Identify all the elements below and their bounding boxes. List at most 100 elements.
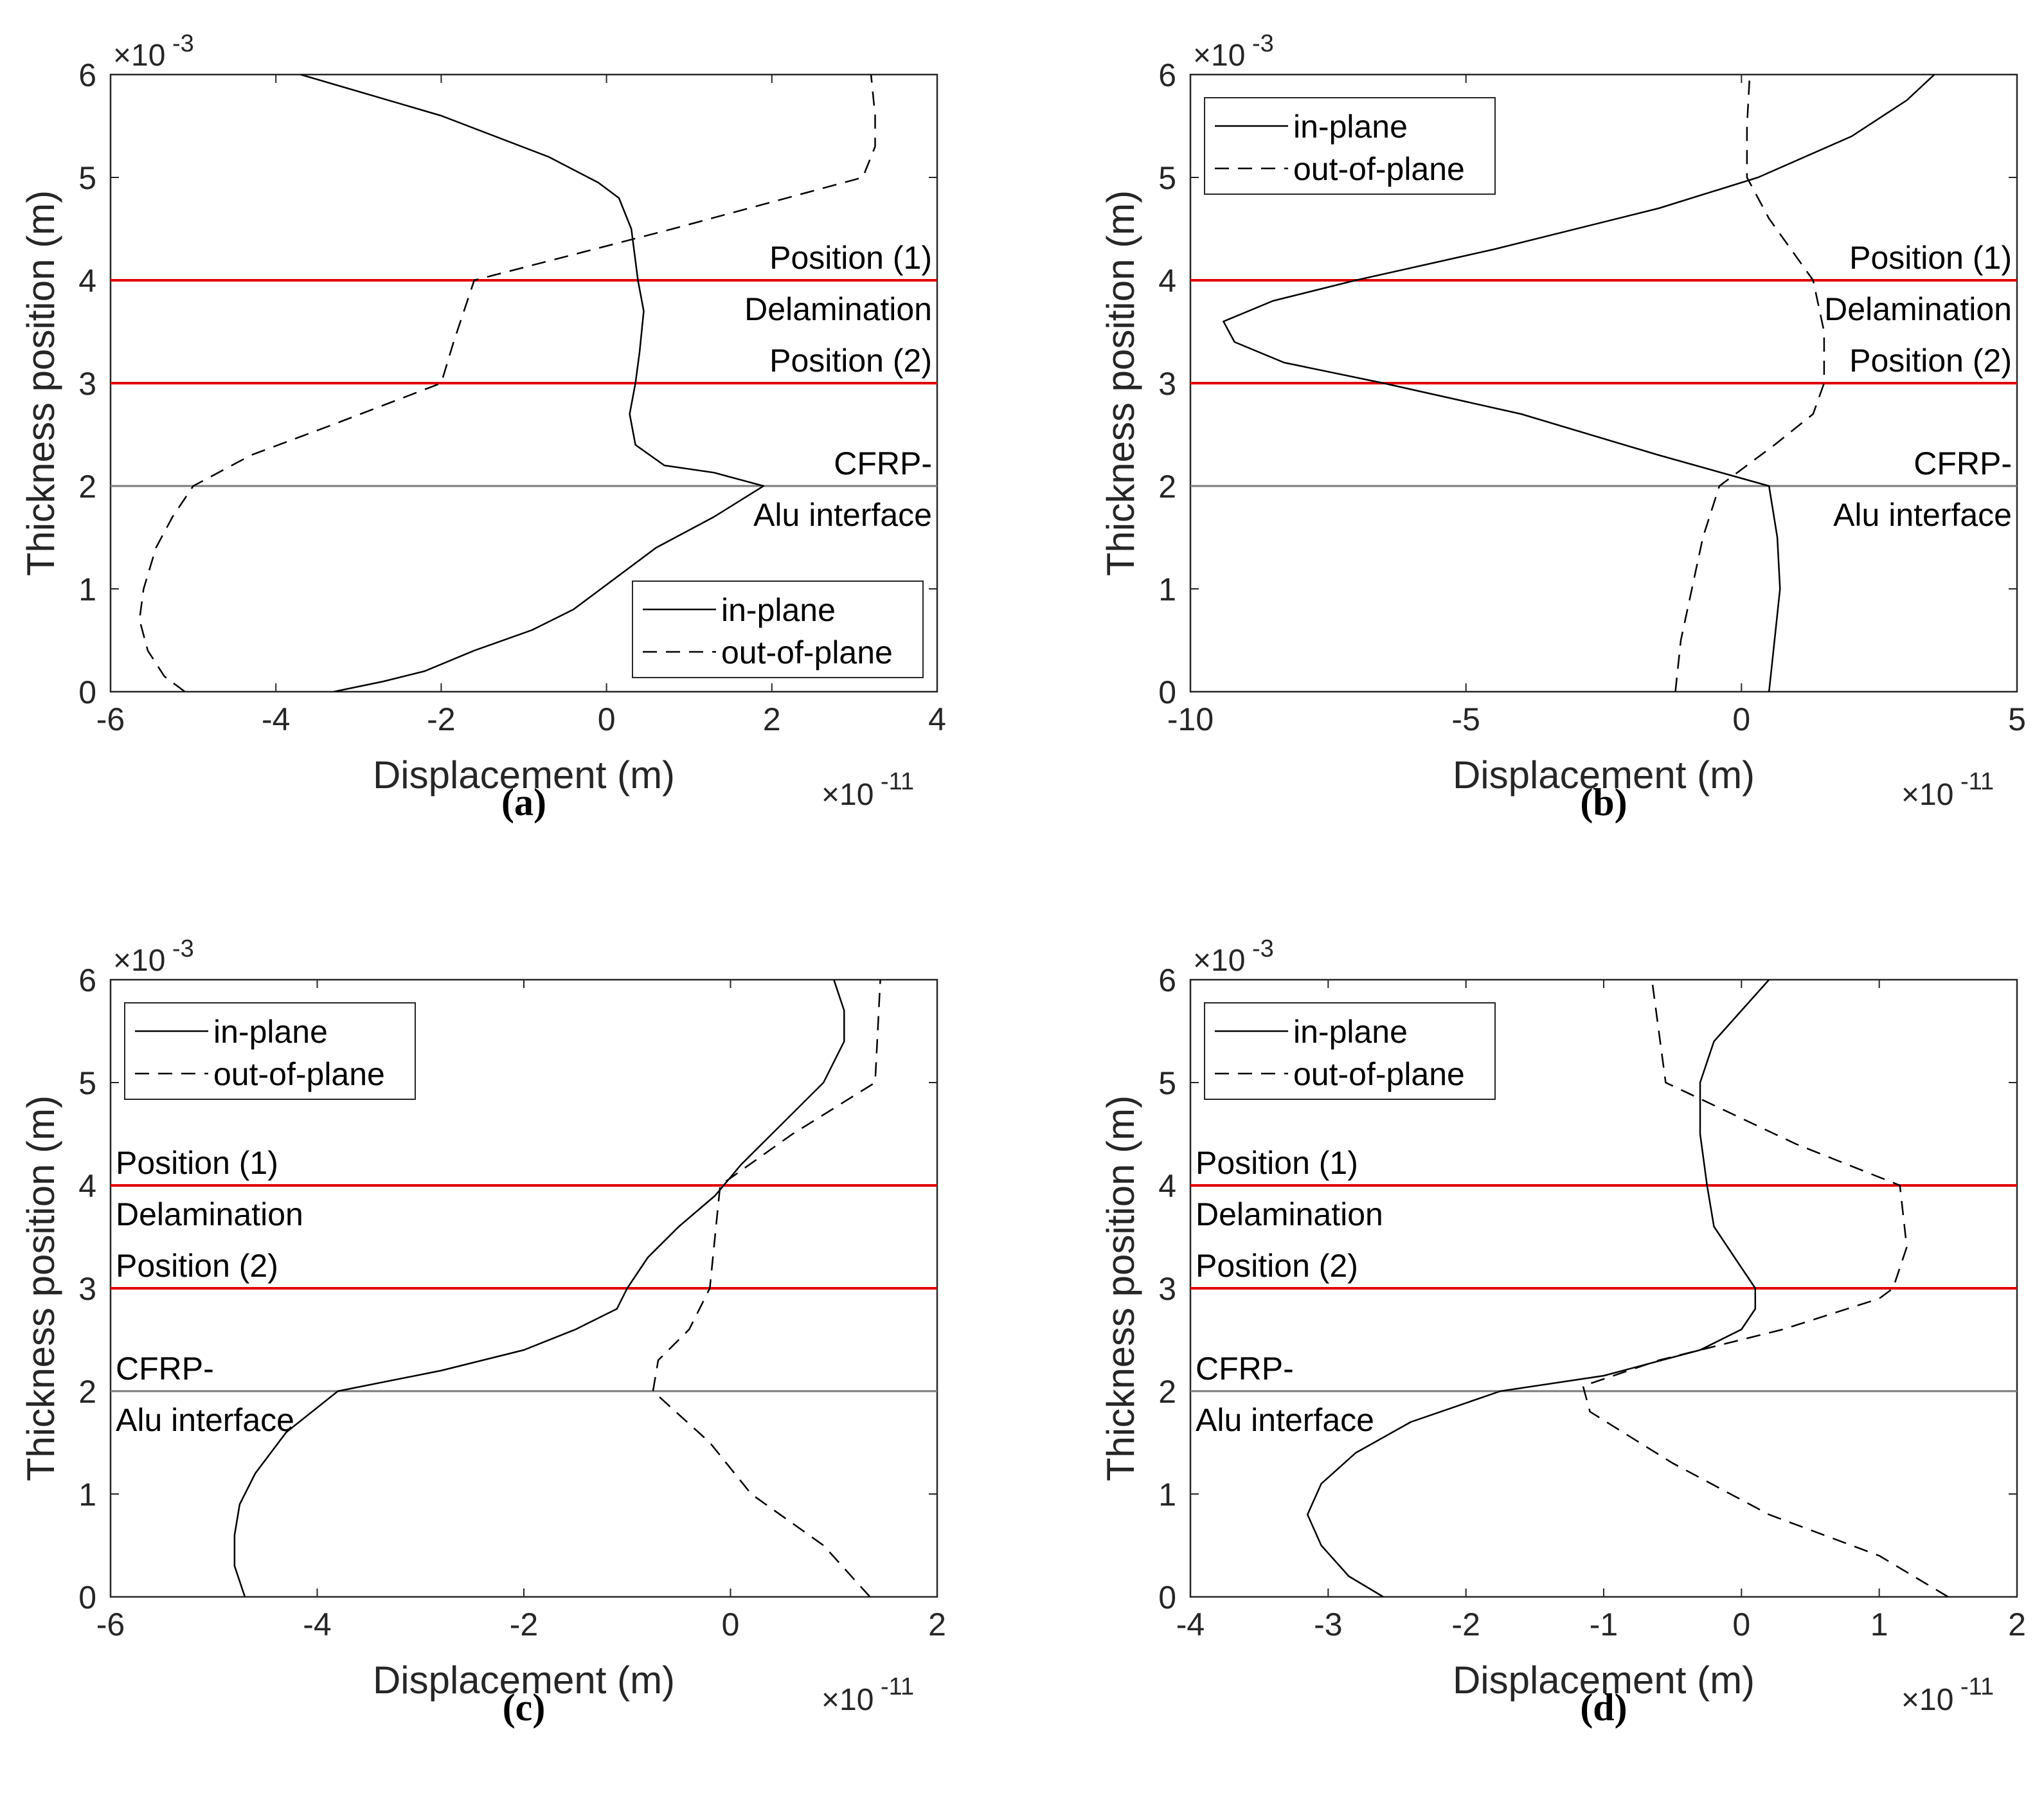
y-tick-label: 5	[78, 160, 96, 196]
y-exponent-multiplier: ×10	[113, 944, 165, 978]
y-tick-label: 1	[78, 572, 96, 608]
reference-line-label: Alu interface	[1196, 1402, 1374, 1438]
series-line-in-plane	[300, 75, 765, 692]
y-tick-label: 3	[1158, 1271, 1176, 1307]
panel-caption: (a)	[501, 781, 546, 824]
reference-line-label: Position (1)	[1196, 1145, 1358, 1181]
x-exponent-multiplier: ×10	[1901, 1683, 1953, 1717]
x-tick-label: 5	[2008, 701, 2026, 737]
reference-line-label: Alu interface	[116, 1402, 294, 1438]
y-exponent-power: -3	[172, 30, 194, 57]
series-group	[1306, 980, 1949, 1597]
x-axis-label: Displacement (m)	[373, 1659, 675, 1702]
legend: in-plane out-of-plane	[1204, 97, 1496, 195]
x-exponent-power: -11	[1960, 1673, 1994, 1700]
x-tick-label: 0	[1732, 701, 1750, 737]
y-exponent-power: -3	[172, 935, 194, 962]
series-line-in-plane	[233, 980, 845, 1597]
y-tick-label: 2	[78, 1374, 96, 1410]
y-exponent-multiplier: ×10	[113, 39, 165, 73]
reference-line-label: Position (2)	[116, 1248, 278, 1284]
x-tick-label: -3	[1314, 1607, 1342, 1643]
y-axis-label: Thickness position (m)	[19, 1095, 62, 1481]
legend-label: in-plane	[1293, 109, 1408, 145]
y-tick-label: 1	[1158, 572, 1176, 608]
panel-caption: (b)	[1580, 781, 1627, 824]
legend: in-plane out-of-plane	[1204, 1002, 1496, 1100]
y-tick-label: 6	[1158, 962, 1176, 998]
x-tick-label: -4	[303, 1607, 331, 1643]
y-axis-label: Thickness position (m)	[1099, 190, 1142, 576]
y-tick-label: 4	[78, 1168, 96, 1204]
y-tick-label: 2	[78, 469, 96, 505]
x-tick-label: -10	[1167, 701, 1214, 737]
x-axis-label: Displacement (m)	[373, 753, 675, 797]
x-tick-label: -1	[1590, 1607, 1618, 1643]
y-tick-label: 5	[1158, 1065, 1176, 1101]
y-tick-label: 3	[1158, 366, 1176, 402]
x-axis-label: Displacement (m)	[1453, 753, 1755, 797]
series-group	[233, 980, 881, 1597]
legend-label: out-of-plane	[1293, 151, 1465, 187]
legend-label: in-plane	[213, 1014, 328, 1050]
y-tick-label: 1	[78, 1477, 96, 1513]
legend-label: in-plane	[1293, 1014, 1408, 1050]
reference-line-label: Delamination	[1196, 1196, 1383, 1232]
legend: in-plane out-of-plane	[632, 580, 924, 678]
reference-line-label: Alu interface	[753, 497, 932, 533]
series-group	[1223, 75, 1935, 692]
series-group	[138, 75, 876, 692]
legend-label: out-of-plane	[1293, 1056, 1465, 1092]
reference-line-label: Position (1)	[116, 1145, 278, 1181]
series-line-out-of-plane	[1674, 75, 1825, 692]
reference-line-label: Position (2)	[769, 343, 932, 379]
x-tick-label: 2	[928, 1607, 946, 1643]
x-tick-label: 0	[1732, 1607, 1750, 1643]
x-tick-label: 0	[722, 1607, 740, 1643]
series-line-in-plane	[1223, 75, 1935, 692]
y-tick-label: 2	[1158, 469, 1176, 505]
y-exponent-power: -3	[1252, 30, 1274, 57]
series-line-out-of-plane	[138, 75, 876, 692]
x-tick-label: 4	[928, 701, 946, 737]
x-exponent-power: -11	[881, 768, 914, 795]
y-axis-label: Thickness position (m)	[19, 190, 62, 576]
chart-panel-c: -6 -4 -2 0 2 0 1 2 3 4 5 6 ×10 -3 ×10 -11 Displacement (…	[19, 935, 946, 1729]
x-tick-label: -2	[1451, 1607, 1480, 1643]
legend-box	[124, 1002, 416, 1100]
legend-label: out-of-plane	[213, 1056, 385, 1092]
y-tick-label: 6	[78, 57, 96, 93]
panel-caption: (d)	[1580, 1686, 1627, 1729]
series-line-in-plane	[1306, 980, 1770, 1597]
reference-line-label: Alu interface	[1833, 497, 2012, 533]
y-exponent-power: -3	[1252, 935, 1274, 962]
y-exponent-multiplier: ×10	[1193, 39, 1245, 73]
x-tick-label: -2	[427, 701, 455, 737]
reference-line-label: Position (2)	[1196, 1248, 1358, 1284]
reference-line-label: Delamination	[744, 291, 932, 327]
x-tick-label: 0	[598, 701, 616, 737]
reference-line-label: Position (1)	[769, 240, 932, 276]
x-tick-label: -4	[262, 701, 290, 737]
y-tick-label: 3	[78, 1271, 96, 1307]
series-line-out-of-plane	[1582, 980, 1949, 1597]
reference-line-label: CFRP-	[1914, 446, 2012, 482]
reference-line-label: CFRP-	[1196, 1351, 1294, 1387]
y-tick-label: 0	[1158, 674, 1176, 710]
y-tick-label: 4	[1158, 263, 1176, 299]
y-tick-label: 0	[78, 1580, 96, 1616]
legend-label: in-plane	[721, 592, 836, 628]
series-line-out-of-plane	[652, 980, 881, 1597]
x-tick-label: 2	[2008, 1607, 2026, 1643]
y-exponent-multiplier: ×10	[1193, 944, 1245, 978]
y-tick-label: 0	[78, 674, 96, 710]
legend-label: out-of-plane	[721, 634, 893, 670]
reference-line-label: Position (2)	[1849, 343, 2012, 379]
x-tick-label: -5	[1451, 701, 1480, 737]
chart-panel-b: -10 -5 0 5 0 1 2 3 4 5 6 ×10 -3 ×10 -11 Displacement (m…	[1099, 30, 2026, 824]
reference-line-label: Position (1)	[1849, 240, 2012, 276]
reference-line-label: CFRP-	[116, 1351, 214, 1387]
y-tick-label: 6	[78, 962, 96, 998]
